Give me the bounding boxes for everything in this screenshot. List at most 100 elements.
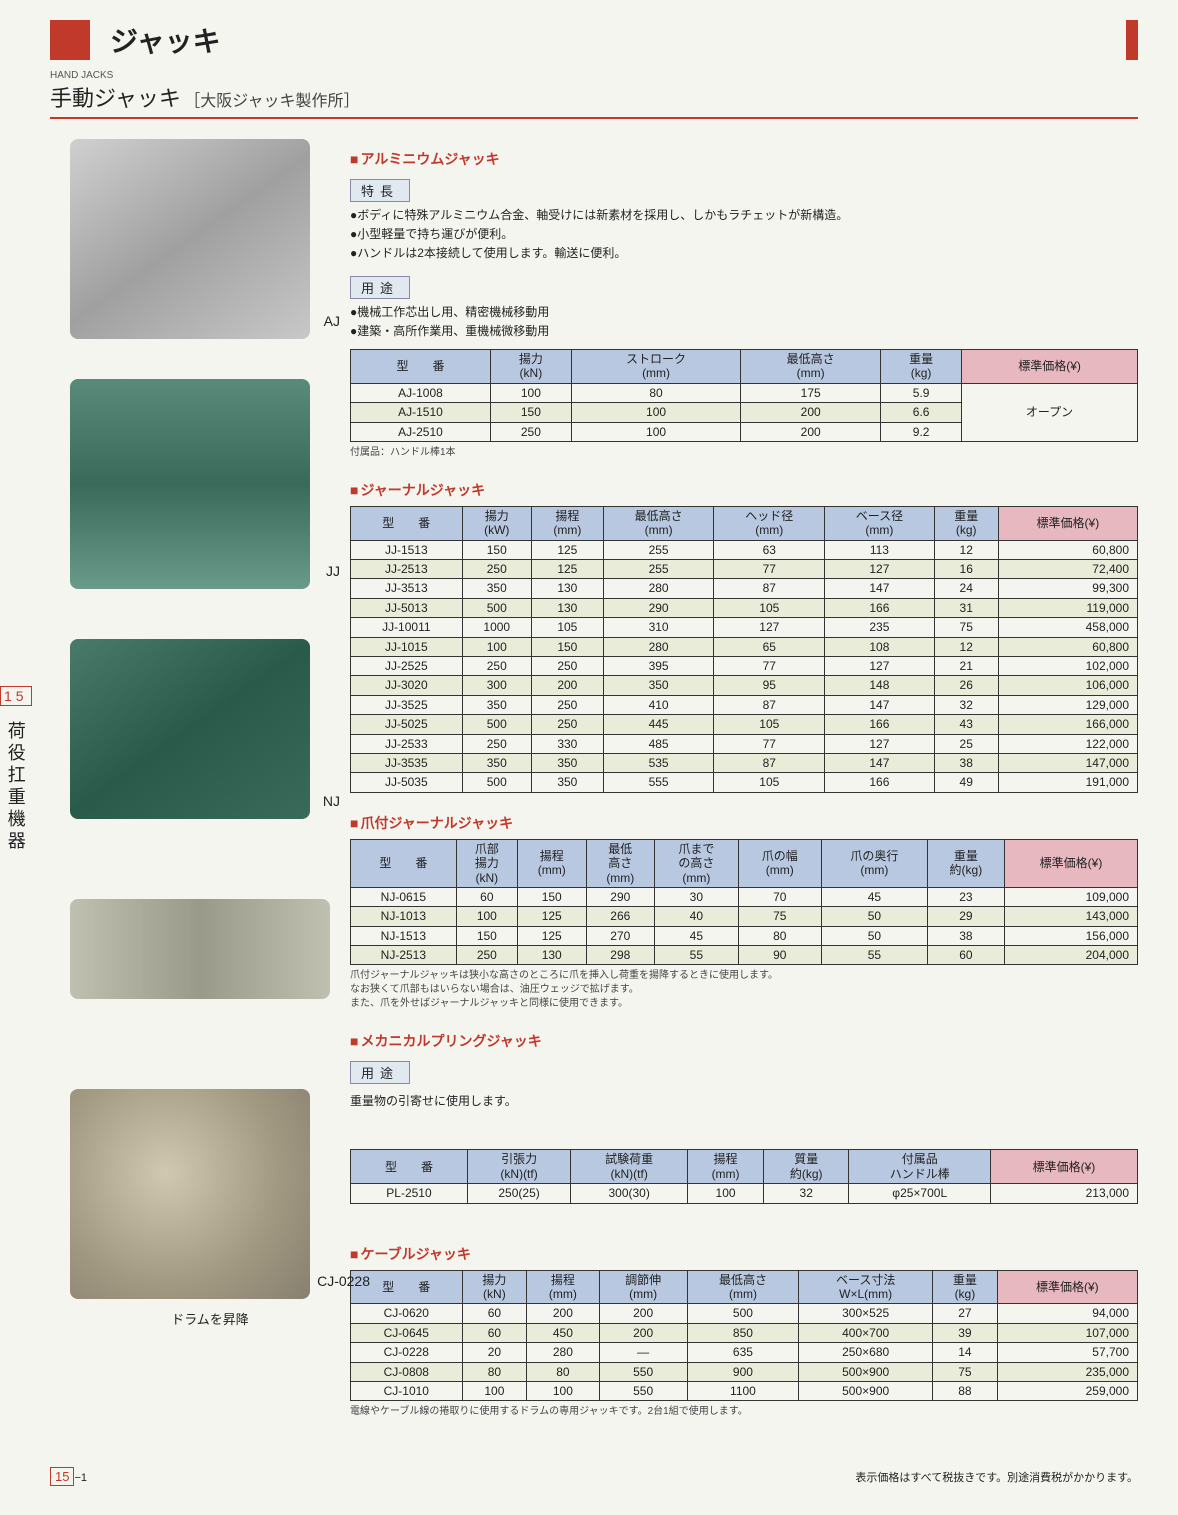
table-cell: NJ-1013	[351, 907, 457, 926]
table-cell: 105	[531, 618, 603, 637]
table-cell: JJ-5025	[351, 715, 463, 734]
table-cell: 50	[822, 907, 928, 926]
page-number: 15	[50, 1467, 74, 1486]
table-cell: 166	[825, 715, 935, 734]
table-cell: 200	[741, 403, 881, 422]
journal-table: 型 番揚力(kW)揚程(mm)最低高さ(mm)ヘッド径(mm)ベース径(mm)重…	[350, 506, 1138, 793]
table-cell: 100	[462, 1382, 527, 1401]
table-cell: 55	[822, 946, 928, 965]
table-cell: 250	[531, 657, 603, 676]
table-cell: 400×700	[799, 1323, 933, 1342]
table-cell: 100	[571, 403, 740, 422]
cable-section: ケーブルジャッキ 型 番揚力(kN)揚程(mm)調節伸(mm)最低高さ(mm)ベ…	[350, 1244, 1138, 1420]
claw-note: 爪付ジャーナルジャッキは狭小な高さのところに爪を挿入し荷重を揚降するときに使用し…	[350, 969, 1138, 1011]
table-cell: 127	[714, 618, 825, 637]
table-cell: 60	[456, 887, 517, 906]
side-tab-num: 15	[0, 686, 32, 706]
table-cell: 130	[531, 598, 603, 617]
table-cell: 350	[531, 773, 603, 792]
table-cell: 550	[599, 1382, 687, 1401]
table-cell: 150	[490, 403, 571, 422]
table-row: CJ-022820280—635250×6801457,700	[351, 1343, 1138, 1362]
table-cell: 100	[462, 637, 531, 656]
table-cell: 166	[825, 773, 935, 792]
table-header: 揚程(mm)	[517, 839, 586, 887]
red-accent	[1126, 20, 1138, 60]
table-cell: 26	[934, 676, 998, 695]
table-cell: CJ-1010	[351, 1382, 463, 1401]
table-cell: 130	[531, 579, 603, 598]
table-row: PL-2510250(25)300(30)10032φ25×700L213,00…	[351, 1184, 1138, 1203]
claw-title: 爪付ジャーナルジャッキ	[350, 813, 1138, 833]
table-cell: 87	[714, 695, 825, 714]
img-label-cj: CJ-0228	[317, 1273, 370, 1289]
table-row: JJ-25252502503957712721102,000	[351, 657, 1138, 676]
table-cell: 60,800	[998, 540, 1137, 559]
table-header: 揚程(mm)	[531, 506, 603, 540]
table-cell: 60	[462, 1304, 527, 1323]
table-row: JJ-30203002003509514826106,000	[351, 676, 1138, 695]
table-cell: 555	[603, 773, 714, 792]
table-cell: 94,000	[997, 1304, 1137, 1323]
table-cell: 6.6	[881, 403, 962, 422]
table-cell: 147,000	[998, 753, 1137, 772]
eng-subtitle: HAND JACKS	[50, 70, 1138, 81]
table-cell: 485	[603, 734, 714, 753]
mechanical-title: メカニカルプリングジャッキ	[350, 1031, 1138, 1051]
table-row: CJ-062060200200500300×5252794,000	[351, 1304, 1138, 1323]
table-cell: 250	[531, 715, 603, 734]
table-header: 重量(kg)	[933, 1270, 998, 1304]
table-cell: 16	[934, 560, 998, 579]
table-cell: AJ-1008	[351, 383, 491, 402]
product-image-jj: JJ	[70, 379, 310, 589]
table-cell: 57,700	[997, 1343, 1137, 1362]
aluminum-section: アルミニウムジャッキ 特長 ボディに特殊アルミニウム合金、軸受けには新素材を採用…	[350, 149, 1138, 460]
table-header: 最低高さ(mm)	[687, 1270, 799, 1304]
bullet-item: 小型軽量で持ち運びが便利。	[350, 225, 1138, 244]
table-cell: 105	[714, 773, 825, 792]
table-cell: 80	[462, 1362, 527, 1381]
table-cell: 270	[586, 926, 655, 945]
table-cell: 113	[825, 540, 935, 559]
table-cell: 43	[934, 715, 998, 734]
table-header: 標準価格(¥)	[1005, 839, 1138, 887]
table-cell: 77	[714, 734, 825, 753]
table-header: 揚程(mm)	[688, 1150, 764, 1184]
table-cell: 200	[599, 1323, 687, 1342]
table-row: JJ-1513150125255631131260,800	[351, 540, 1138, 559]
table-header: ストローク(mm)	[571, 349, 740, 383]
table-cell: 70	[738, 887, 821, 906]
table-header: 重量(kg)	[881, 349, 962, 383]
table-cell: AJ-1510	[351, 403, 491, 422]
table-cell: 535	[603, 753, 714, 772]
table-cell: 500	[687, 1304, 799, 1323]
price-merged: オープン	[962, 383, 1138, 441]
table-header: ベース寸法W×L(mm)	[799, 1270, 933, 1304]
table-cell: 250(25)	[467, 1184, 570, 1203]
table-cell: 200	[527, 1304, 599, 1323]
table-cell: 500×900	[799, 1382, 933, 1401]
table-cell: 150	[531, 637, 603, 656]
table-cell: 250×680	[799, 1343, 933, 1362]
table-cell: 38	[927, 926, 1004, 945]
table-header: 重量約(kg)	[927, 839, 1004, 887]
manufacturer: ［大阪ジャッキ製作所］	[184, 93, 359, 110]
table-cell: 49	[934, 773, 998, 792]
table-cell: 109,000	[1005, 887, 1138, 906]
table-row: NJ-101310012526640755029143,000	[351, 907, 1138, 926]
table-cell: 250	[456, 946, 517, 965]
table-row: CJ-08088080550900500×90075235,000	[351, 1362, 1138, 1381]
table-cell: 350	[462, 695, 531, 714]
table-cell: 150	[456, 926, 517, 945]
table-header: 揚力(kW)	[462, 506, 531, 540]
table-cell: 410	[603, 695, 714, 714]
table-header: 揚力(kN)	[490, 349, 571, 383]
table-cell: 280	[527, 1343, 599, 1362]
side-tab: 15 荷役扛重機器	[0, 680, 32, 853]
table-cell: 148	[825, 676, 935, 695]
table-cell: 266	[586, 907, 655, 926]
footer-disclaimer: 表示価格はすべて税抜きです。別途消費税がかかります。	[855, 1469, 1138, 1485]
table-cell: 100	[688, 1184, 764, 1203]
journal-section: ジャーナルジャッキ 型 番揚力(kW)揚程(mm)最低高さ(mm)ヘッド径(mm…	[350, 480, 1138, 793]
table-cell: 60	[462, 1323, 527, 1342]
